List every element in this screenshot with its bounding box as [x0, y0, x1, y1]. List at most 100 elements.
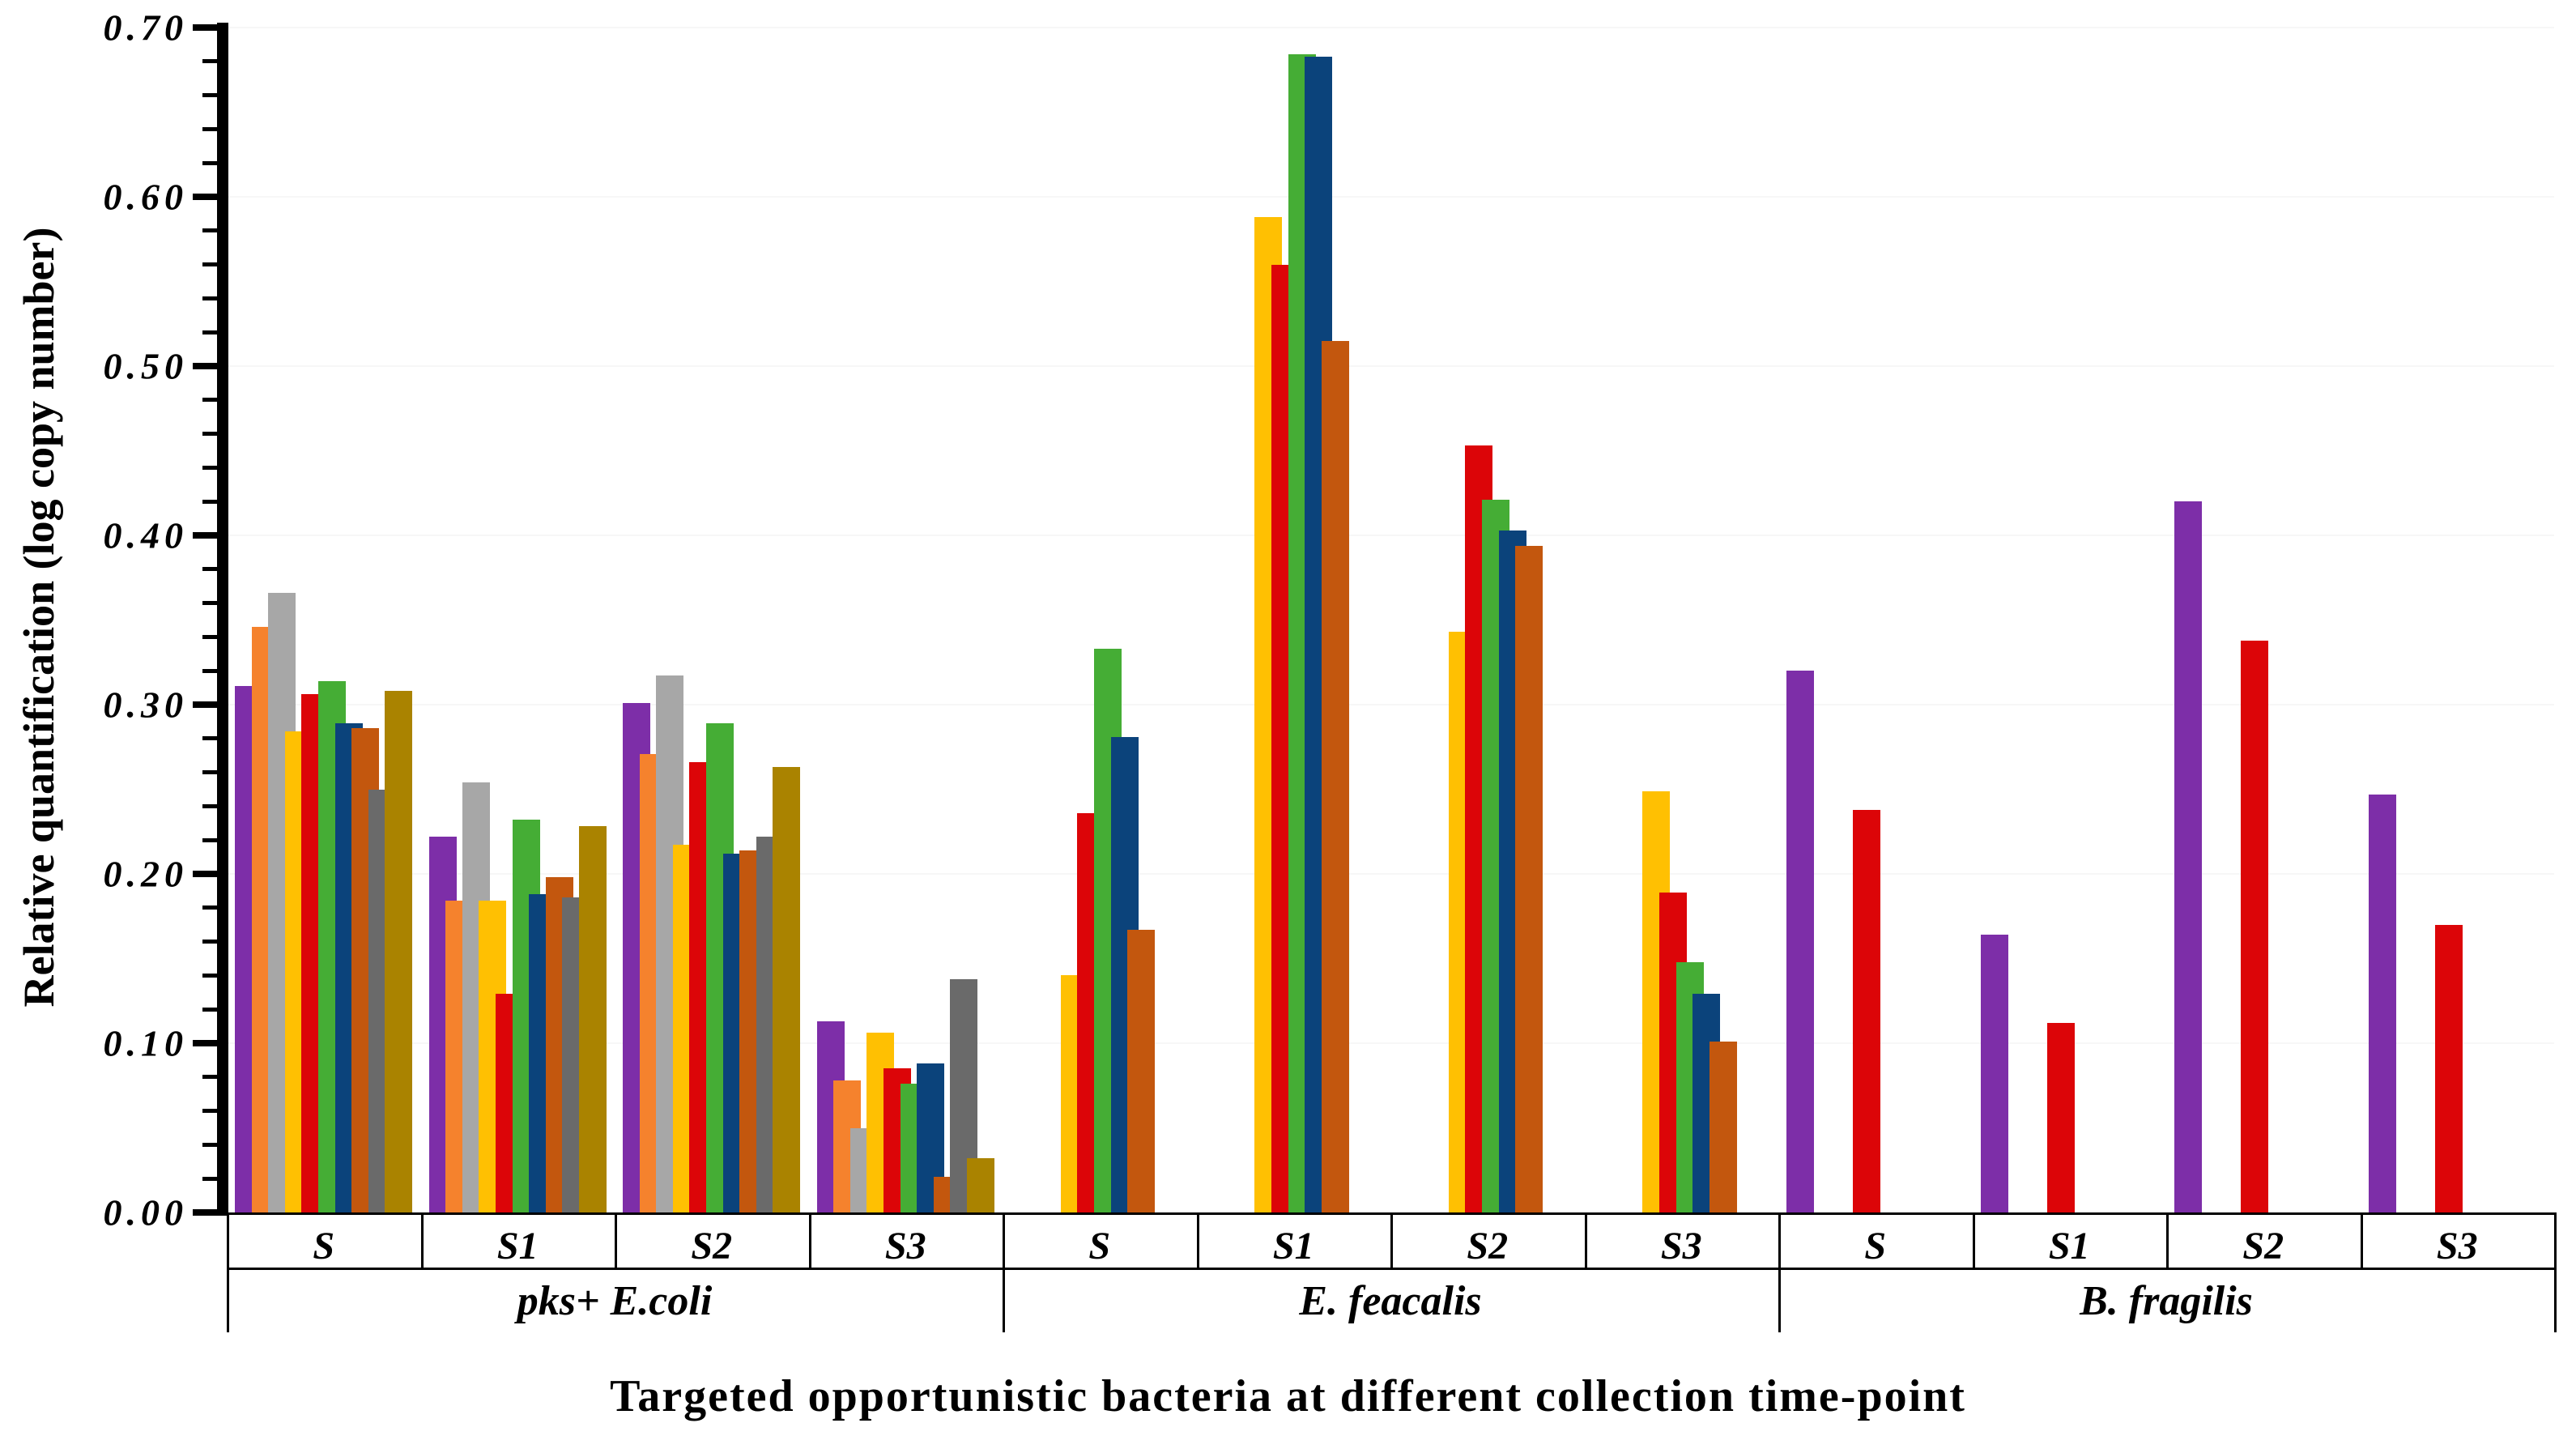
y-minor-tick — [202, 1176, 217, 1181]
time-point-label: S3 — [884, 1225, 926, 1268]
category-divider — [420, 1212, 424, 1268]
bar-purple — [1786, 671, 1814, 1212]
gridline — [227, 535, 2554, 536]
y-minor-tick — [202, 940, 217, 944]
bar-purple — [2174, 501, 2202, 1212]
category-divider — [615, 1212, 617, 1268]
group-divider — [227, 1212, 229, 1332]
y-minor-tick — [202, 59, 217, 64]
bar-brown — [1321, 340, 1349, 1212]
bar-red — [2046, 1022, 2075, 1212]
category-row-divider — [227, 1268, 2556, 1270]
y-minor-tick — [202, 803, 217, 808]
time-point-label: S2 — [2242, 1225, 2284, 1268]
y-minor-tick — [202, 432, 217, 437]
y-major-tick — [193, 701, 217, 708]
category-divider — [1390, 1212, 1393, 1268]
time-point-label: S — [313, 1225, 335, 1268]
bar-olive — [578, 826, 607, 1212]
y-minor-tick — [202, 770, 217, 775]
y-minor-tick — [202, 296, 217, 300]
bar-red — [2434, 924, 2463, 1212]
bar-brown — [1127, 929, 1156, 1212]
y-minor-tick — [202, 736, 217, 741]
y-minor-tick — [202, 634, 217, 639]
y-major-tick — [193, 363, 217, 369]
y-minor-tick — [202, 228, 217, 233]
y-minor-tick — [202, 1109, 217, 1114]
group-divider — [1003, 1212, 1005, 1332]
y-minor-tick — [202, 499, 217, 504]
y-minor-tick — [202, 465, 217, 470]
y-major-tick — [193, 24, 217, 31]
group-label: E. feacalis — [1299, 1278, 1482, 1324]
category-divider — [808, 1212, 811, 1268]
y-minor-tick — [202, 973, 217, 978]
y-minor-tick — [202, 262, 217, 267]
y-tick-label: 0.60 — [103, 176, 188, 218]
bar-olive — [966, 1158, 994, 1212]
y-tick-label: 0.30 — [103, 684, 188, 726]
y-tick-label: 0.20 — [103, 853, 188, 895]
gridline — [227, 365, 2554, 367]
y-minor-tick — [202, 905, 217, 910]
y-minor-tick — [202, 93, 217, 98]
gridline — [227, 27, 2554, 28]
y-minor-tick — [202, 1142, 217, 1147]
y-tick-label: 0.10 — [103, 1022, 188, 1064]
y-minor-tick — [202, 160, 217, 165]
y-minor-tick — [202, 398, 217, 403]
group-divider — [1778, 1212, 1781, 1332]
bar-brown — [1515, 545, 1543, 1212]
y-minor-tick — [202, 330, 217, 334]
time-point-label: S — [1088, 1225, 1111, 1268]
time-point-label: S3 — [2436, 1225, 2478, 1268]
category-divider — [1196, 1212, 1199, 1268]
y-minor-tick — [202, 601, 217, 606]
gridline — [227, 704, 2554, 705]
y-major-tick — [193, 1209, 217, 1216]
y-major-tick — [193, 1040, 217, 1046]
bar-purple — [1980, 935, 2008, 1212]
time-point-label: S1 — [496, 1225, 539, 1268]
group-label: B. fragilis — [2080, 1278, 2253, 1324]
y-tick-label: 0.40 — [103, 514, 188, 556]
category-divider — [2360, 1212, 2363, 1268]
y-tick-label: 0.00 — [103, 1191, 188, 1234]
y-minor-tick — [202, 1007, 217, 1012]
y-minor-tick — [202, 1075, 217, 1080]
time-point-label: S1 — [2048, 1225, 2090, 1268]
bar-red — [1853, 809, 1881, 1212]
gridline — [227, 873, 2554, 875]
y-tick-label: 0.50 — [103, 345, 188, 387]
y-minor-tick — [202, 126, 217, 131]
y-minor-tick — [202, 567, 217, 572]
bar-olive — [385, 691, 413, 1212]
time-point-label: S — [1864, 1225, 1887, 1268]
gridline — [227, 196, 2554, 198]
x-axis-baseline — [227, 1212, 2556, 1215]
category-divider — [1584, 1212, 1587, 1268]
y-major-tick — [193, 194, 217, 200]
category-divider — [2166, 1212, 2169, 1268]
bar-olive — [773, 767, 801, 1212]
time-point-label: S2 — [1467, 1225, 1509, 1268]
y-minor-tick — [202, 668, 217, 673]
category-divider — [1972, 1212, 1975, 1268]
y-major-tick — [193, 871, 217, 877]
gridline — [227, 1042, 2554, 1044]
group-divider — [2554, 1212, 2557, 1332]
y-minor-tick — [202, 837, 217, 842]
y-tick-label: 0.70 — [103, 6, 188, 49]
x-axis-title: Targeted opportunistic bacteria at diffe… — [610, 1371, 1966, 1421]
time-point-label: S2 — [691, 1225, 733, 1268]
group-label: pks+ E.coli — [517, 1278, 713, 1324]
bar-purple — [2368, 794, 2396, 1212]
bar-red — [2241, 640, 2269, 1212]
y-axis-line — [217, 23, 228, 1216]
bar-brown — [1709, 1041, 1737, 1212]
time-point-label: S3 — [1660, 1225, 1702, 1268]
time-point-label: S1 — [1272, 1225, 1314, 1268]
y-major-tick — [193, 532, 217, 539]
